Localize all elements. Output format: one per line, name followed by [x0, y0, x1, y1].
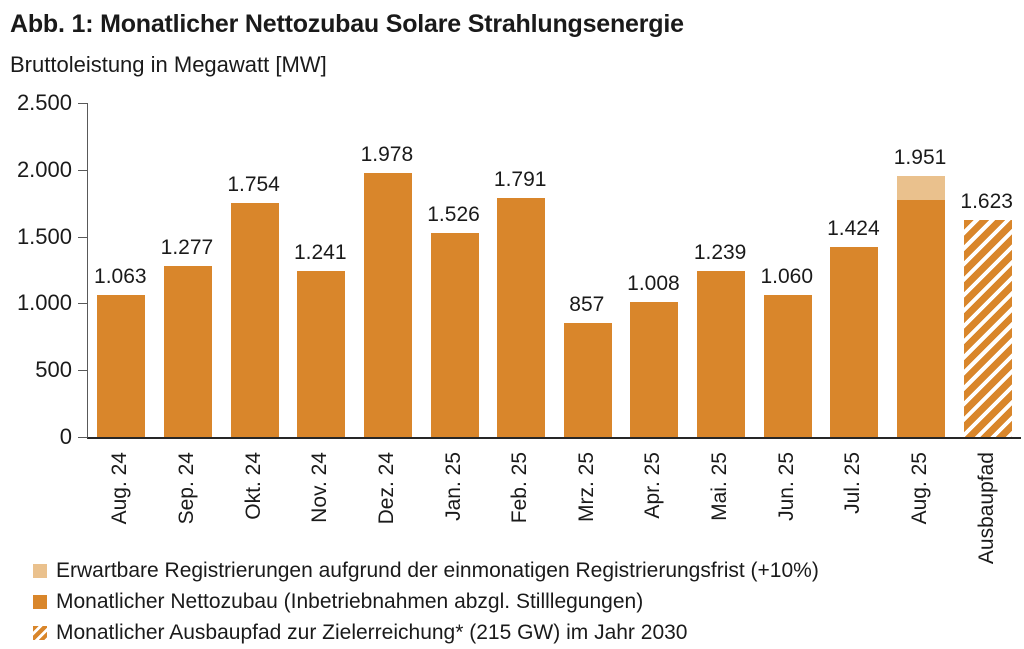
x-label-jul-25: Jul. 25	[841, 452, 865, 514]
legend-swatch-solid	[33, 594, 47, 609]
bar-value-okt-24: 1.754	[227, 172, 280, 196]
x-label-mrz-25: Mrz. 25	[574, 452, 598, 523]
bar-aug-24	[97, 294, 146, 437]
x-label-ausbaupfad: Ausbaupfad	[974, 452, 998, 565]
legend-row-expected: Erwartbare Registrierungen aufgrund der …	[33, 555, 819, 586]
x-label-apr-25: Apr. 25	[641, 452, 665, 519]
x-label-jan-25: Jan. 25	[441, 452, 465, 521]
x-label-nov-24: Nov. 24	[308, 452, 332, 523]
x-label-dez-24: Dez. 24	[374, 452, 398, 525]
bar-mai-25	[697, 271, 746, 437]
bar-jan-25	[430, 233, 479, 437]
y-tick-mark	[78, 169, 87, 171]
x-label-mai-25: Mai. 25	[708, 452, 732, 521]
x-label-cell: Aug. 25	[887, 452, 954, 612]
bar-ausbaupfad	[963, 220, 1012, 437]
x-label-okt-24: Okt. 24	[241, 452, 265, 520]
legend-label: Erwartbare Registrierungen aufgrund der …	[56, 558, 819, 582]
y-tick-mark	[78, 437, 87, 438]
bar-jul-25	[830, 246, 879, 437]
y-tick-mark	[78, 236, 87, 238]
plot-area	[87, 103, 1021, 439]
bar-aug-25	[897, 200, 946, 437]
bar-value-mai-25: 1.239	[693, 241, 747, 265]
x-label-aug-25: Aug. 25	[908, 452, 931, 525]
bar-sep-24	[163, 266, 212, 437]
y-tick-label: 1.000	[16, 290, 72, 316]
chart-title: Abb. 1: Monatlicher Nettozubau Solare St…	[10, 10, 684, 38]
bar-value-feb-25: 1.791	[493, 167, 547, 191]
bar-value-mrz-25: 857	[569, 292, 605, 316]
y-tick-label: 0	[59, 424, 72, 449]
x-label-jun-25: Jun. 25	[774, 452, 798, 521]
y-tick-label: 500	[35, 357, 72, 383]
bar-aug-25-expected-segment	[897, 176, 946, 200]
bar-okt-24	[230, 202, 279, 437]
bar-jun-25	[763, 295, 812, 437]
bar-feb-25	[497, 197, 546, 437]
bar-value-ausbaupfad: 1.623	[960, 190, 1013, 214]
y-tick-label: 1.500	[16, 223, 72, 249]
y-tick-mark	[78, 303, 87, 305]
bar-value-dez-24: 1.978	[360, 142, 414, 166]
bar-value-aug-25: 1.951	[893, 146, 947, 170]
chart-subtitle: Bruttoleistung in Megawatt [MW]	[10, 52, 327, 77]
x-label-sep-24: Sep. 24	[174, 452, 198, 525]
legend-swatch-hatched	[33, 625, 47, 640]
legend-row-hatched: Monatlicher Ausbaupfad zur Zielerreichun…	[33, 617, 819, 648]
y-tick-label: 2.000	[16, 156, 72, 182]
bar-value-apr-25: 1.008	[627, 272, 680, 296]
x-label-cell: Ausbaupfad	[953, 452, 1020, 612]
bar-value-aug-24: 1.063	[94, 264, 147, 288]
bar-apr-25	[630, 302, 679, 437]
bar-value-jan-25: 1.526	[427, 203, 480, 227]
legend-swatch-expected	[33, 563, 47, 578]
y-tick-mark	[78, 370, 87, 372]
legend-label: Monatlicher Nettozubau (Inbetriebnahmen …	[56, 589, 644, 613]
legend-label: Monatlicher Ausbaupfad zur Zielerreichun…	[56, 620, 688, 644]
bar-mrz-25	[563, 322, 612, 437]
bar-value-jun-25: 1.060	[760, 265, 814, 289]
y-tick-label: 2.500	[16, 90, 72, 115]
bar-dez-24	[363, 172, 412, 437]
x-label-aug-24: Aug. 24	[108, 452, 132, 525]
bar-nov-24	[297, 271, 346, 437]
x-label-feb-25: Feb. 25	[508, 452, 532, 524]
bar-value-sep-24: 1.277	[160, 236, 214, 260]
y-tick-mark	[78, 103, 87, 104]
bar-value-jul-25: 1.424	[827, 216, 880, 240]
x-label-cell: Jul. 25	[820, 452, 887, 612]
legend-row-solid: Monatlicher Nettozubau (Inbetriebnahmen …	[33, 586, 819, 617]
bar-value-nov-24: 1.241	[293, 241, 347, 265]
legend: Erwartbare Registrierungen aufgrund der …	[33, 555, 819, 648]
